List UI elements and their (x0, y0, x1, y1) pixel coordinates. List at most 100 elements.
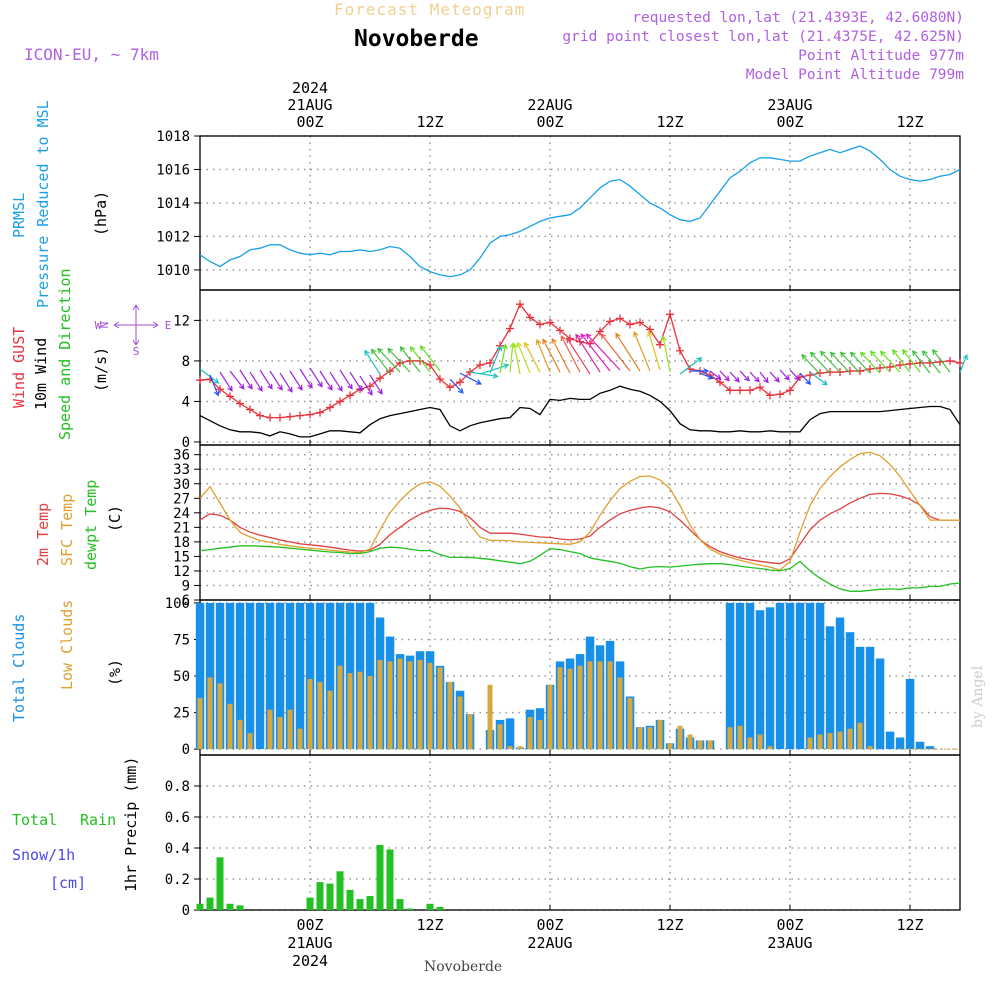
bar-lcc (697, 740, 703, 750)
bar-lcc (407, 661, 413, 750)
bottom-time-axis: 00Z 12Z 00Z 12Z 00Z 12Z 21AUG 22AUG 23AUG 2024 (287, 916, 923, 970)
bar-lcc (507, 746, 513, 750)
gust-point (656, 340, 664, 349)
series-line-sfc (199, 451, 960, 571)
bar-lcc (647, 727, 653, 750)
axis-label: Total Clouds (10, 614, 28, 722)
time-label-top: 00Z (776, 113, 803, 131)
y-axis-unit: (hPa) (92, 191, 110, 236)
wind-arrow (879, 350, 901, 373)
bar-lcc (207, 677, 213, 750)
wind-arrow (789, 369, 800, 381)
time-label-top: 12Z (896, 113, 923, 131)
bar-tcc (505, 718, 515, 750)
bar-lcc (447, 681, 453, 750)
wind-arrow (469, 371, 499, 379)
wind-arrow (566, 337, 591, 375)
gust-point (316, 408, 324, 417)
bar-lcc (227, 703, 233, 750)
y-tick-label: 25 (173, 706, 190, 722)
wind-arrow (869, 350, 891, 373)
time-label-bottom: 12Z (416, 916, 443, 934)
bar-lcc (577, 665, 583, 750)
gust-point (376, 374, 384, 383)
gust-point (586, 339, 594, 348)
gust-point (406, 356, 414, 365)
wind-arrow (575, 333, 601, 373)
gust-point (766, 391, 774, 400)
wind-arrow (959, 353, 968, 373)
wind-arrow (739, 370, 750, 382)
bar-tcc (315, 602, 325, 750)
date-label-bottom: 21AUG (287, 934, 332, 952)
bar-tcc (225, 602, 235, 750)
wind-arrow (399, 346, 421, 373)
bar-tcc (755, 610, 765, 750)
bar-lcc (237, 719, 243, 750)
y-tick-label: 0 (182, 435, 190, 451)
wind-arrow (449, 378, 464, 394)
bar-lcc (467, 714, 473, 750)
wind-arrow (364, 349, 381, 375)
bar-lcc (567, 668, 573, 750)
wind-arrow (709, 370, 722, 380)
closest-lonlat: grid point closest lon,lat (21.4375E, 42… (562, 29, 964, 45)
bar-lcc (197, 698, 203, 750)
wind-arrow (419, 345, 441, 372)
bar-tcc (795, 602, 805, 750)
wind-arrow (615, 332, 641, 372)
wind-arrow (859, 351, 881, 374)
wind-arrow (489, 344, 503, 374)
wind-arrow (660, 335, 671, 373)
wind-arrow (329, 371, 343, 392)
y-tick-label: 8 (182, 354, 190, 370)
wind-arrow (580, 333, 611, 372)
y-tick-label: 27 (173, 491, 190, 507)
panel-labels-temperature: 2m Temp SFC Temp dewpt Temp (C) (34, 480, 124, 570)
bar-lcc (427, 662, 433, 750)
panel-pressure: 1010 1012 1014 1016 1018 (156, 129, 961, 290)
gust-point (486, 358, 494, 367)
bar-lcc (267, 709, 273, 750)
panel-labels-precip: Total Rain Snow/1h [cm] 1hr Precip (mm) (12, 757, 140, 892)
series-line-t2m (199, 492, 960, 565)
bar-rain (426, 903, 434, 910)
gust-point (286, 412, 294, 421)
panel-clouds: 0 25 50 75 100 (165, 596, 960, 758)
gust-point (246, 405, 254, 414)
date-label-top: 21AUG (287, 96, 332, 114)
bar-tcc (285, 602, 295, 750)
requested-lonlat: requested lon,lat (21.4393E, 42.6080N) (632, 10, 964, 26)
y-tick-label: 0 (182, 742, 190, 758)
wind-arrow (819, 350, 841, 373)
gust-point (456, 378, 464, 387)
wind-arrow (516, 341, 531, 374)
axis-label: Total (12, 811, 57, 829)
gust-point (726, 386, 734, 395)
wind-arrow (349, 371, 363, 392)
bar-lcc (657, 719, 663, 750)
bar-lcc (437, 667, 443, 750)
bar-tcc (825, 626, 835, 750)
gust-point (956, 358, 964, 367)
gust-point (326, 403, 334, 412)
gust-point (256, 411, 264, 420)
date-label-bottom: 22AUG (527, 934, 572, 952)
gust-point (876, 364, 884, 373)
wind-arrow (319, 370, 333, 391)
y-tick-label: 1012 (156, 229, 190, 245)
wind-arrow (600, 333, 631, 372)
bar-rain (316, 882, 324, 910)
y-tick-label: 9 (182, 578, 190, 594)
time-label-bottom: 00Z (296, 916, 323, 934)
bar-lcc (297, 728, 303, 750)
axis-label: Snow/1h (12, 846, 75, 864)
time-label-bottom: 00Z (776, 916, 803, 934)
compass-e: E (165, 319, 172, 332)
gust-point (946, 356, 954, 365)
bar-lcc (587, 661, 593, 750)
gust-point (666, 310, 674, 319)
axis-label: 10m Wind (32, 338, 50, 410)
wind-arrow (370, 348, 391, 374)
bar-tcc (765, 607, 775, 750)
